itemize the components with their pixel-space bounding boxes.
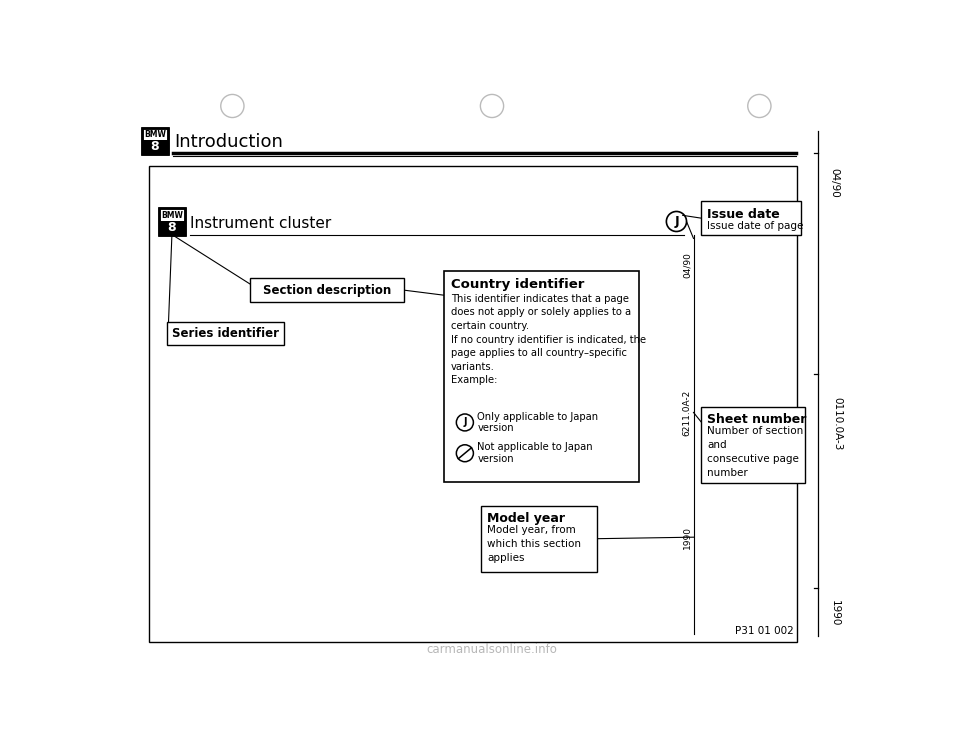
Text: BMW: BMW (161, 211, 182, 220)
Text: Only applicable to Japan
version: Only applicable to Japan version (477, 412, 598, 433)
Text: P31 01 002: P31 01 002 (734, 626, 794, 636)
FancyBboxPatch shape (251, 278, 404, 301)
FancyBboxPatch shape (142, 128, 168, 154)
FancyBboxPatch shape (701, 202, 802, 235)
Text: 8: 8 (151, 140, 159, 154)
Text: 1990: 1990 (829, 600, 840, 626)
FancyBboxPatch shape (701, 407, 805, 483)
Text: Country identifier: Country identifier (451, 278, 585, 292)
Text: Not applicable to Japan
version: Not applicable to Japan version (477, 442, 593, 464)
FancyBboxPatch shape (158, 209, 185, 234)
Text: Number of section
and
consecutive page
number: Number of section and consecutive page n… (708, 427, 804, 479)
Text: BMW: BMW (144, 130, 166, 139)
Text: Model year: Model year (488, 512, 565, 525)
Text: Issue date: Issue date (708, 208, 780, 220)
FancyBboxPatch shape (142, 140, 168, 154)
Text: Series identifier: Series identifier (172, 327, 279, 341)
FancyBboxPatch shape (481, 505, 596, 572)
Text: This identifier indicates that a page
does not apply or solely applies to a
cert: This identifier indicates that a page do… (451, 294, 646, 385)
Text: Section description: Section description (263, 283, 392, 297)
FancyBboxPatch shape (166, 322, 284, 346)
FancyBboxPatch shape (158, 221, 185, 234)
Text: 04/90: 04/90 (829, 168, 840, 198)
FancyBboxPatch shape (150, 166, 798, 642)
Text: 6211.0A-2: 6211.0A-2 (683, 390, 692, 436)
Text: Introduction: Introduction (175, 133, 283, 151)
Text: J: J (463, 418, 467, 427)
Text: Issue date of page: Issue date of page (708, 220, 804, 231)
Text: 0110.0A-3: 0110.0A-3 (832, 397, 843, 450)
Text: 1990: 1990 (683, 525, 692, 548)
Text: carmanualsonline.info: carmanualsonline.info (426, 643, 558, 656)
Text: Model year, from
which this section
applies: Model year, from which this section appl… (488, 525, 582, 563)
FancyBboxPatch shape (444, 271, 639, 482)
Text: 04/90: 04/90 (683, 252, 692, 278)
Text: 8: 8 (168, 221, 177, 234)
Text: Instrument cluster: Instrument cluster (190, 216, 331, 231)
Text: Sheet number: Sheet number (708, 413, 806, 426)
Text: J: J (674, 215, 679, 228)
